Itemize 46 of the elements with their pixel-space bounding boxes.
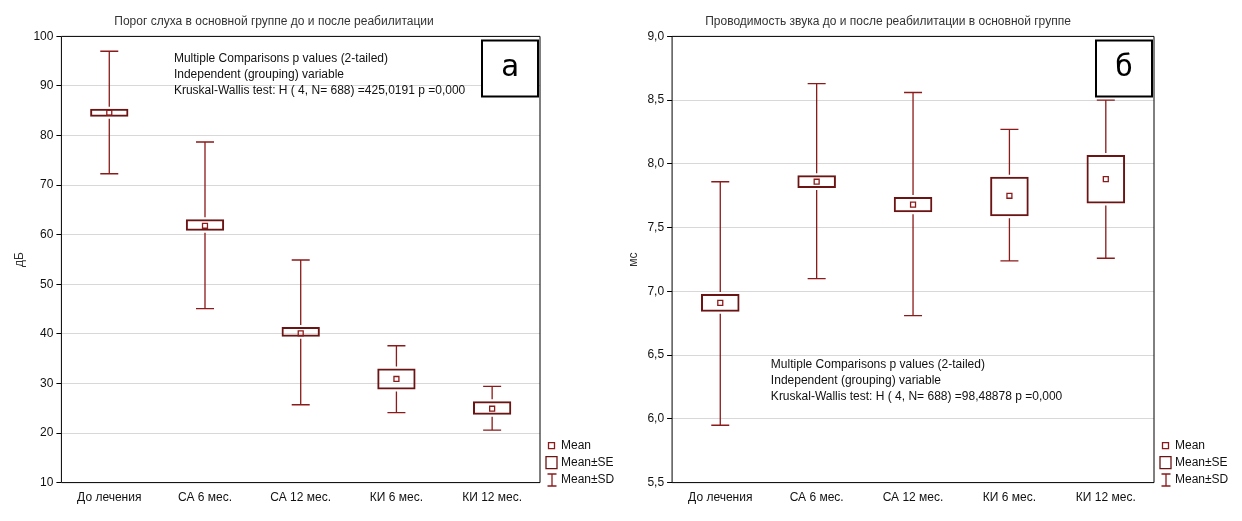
legend-label: Mean: [561, 437, 592, 452]
text: Mean±SD: [561, 471, 615, 486]
annotation: Multiple Comparisons p values (2-tailed): [770, 356, 985, 371]
y-tick-label: 50: [40, 276, 54, 291]
y-tick-label: 10: [40, 474, 54, 489]
x-tick-label: КИ 6 мес.: [369, 490, 424, 505]
y-tick-label: 90: [40, 78, 54, 93]
x-tick-label: СА 6 мес.: [177, 490, 232, 505]
legend-label: Mean±SE: [561, 454, 614, 469]
x-tick-label: До лечения: [688, 490, 753, 505]
y-tick-label: 60: [40, 227, 54, 242]
y-tick-label: 7,0: [647, 283, 665, 298]
x-tick-label: СА 12 мес.: [270, 490, 332, 505]
y-tick-label: 7,5: [647, 219, 665, 234]
text: Mean±SD: [1175, 471, 1229, 486]
annotation: Multiple Comparisons p values (2-tailed): [173, 50, 388, 65]
annotation: Kruskal-Wallis test: H ( 4, N= 688) =425,0191 p =0,000: [173, 82, 466, 97]
x-tick-label: СА 12 мес.: [882, 490, 944, 505]
y-tick-label: 8,5: [647, 92, 665, 107]
y-tick-label: 20: [40, 425, 54, 440]
annotation: Kruskal-Wallis test: H ( 4, N= 688) =98,48878 p =0,000: [770, 388, 1063, 403]
y-tick-label: 6,5: [647, 347, 665, 362]
x-tick-label: КИ 12 мес.: [462, 490, 523, 505]
y-tick-label: 6,0: [647, 411, 665, 426]
y-tick-label: 30: [40, 375, 54, 390]
y-tick-label: 70: [40, 177, 54, 192]
annotation: а: [500, 48, 520, 84]
y-tick-label: 9,0: [647, 28, 665, 43]
y-tick-label: 100: [33, 28, 54, 43]
y-axis-title: мс: [625, 252, 640, 267]
legend-label: Mean: [1175, 437, 1206, 452]
annotation: Independent (grouping) variable: [173, 66, 345, 81]
x-tick-label: КИ 12 мес.: [1075, 490, 1136, 505]
y-tick-label: 80: [40, 127, 54, 142]
legend-label: Mean±SE: [1175, 454, 1228, 469]
annotation: б: [1114, 48, 1134, 84]
y-tick-label: 5,5: [647, 474, 665, 489]
annotation: Independent (grouping) variable: [770, 372, 942, 387]
y-axis-title: дБ: [11, 251, 26, 267]
chart-title: Проводимость звука до и после реабилитации в основной группе: [705, 13, 1072, 28]
y-tick-label: 40: [40, 326, 54, 341]
x-tick-label: До лечения: [77, 490, 142, 505]
y-tick-label: 8,0: [647, 156, 665, 171]
chart-title: Порог слуха в основной группе до и после реабилитации: [114, 13, 434, 28]
x-tick-label: СА 6 мес.: [789, 490, 844, 505]
x-tick-label: КИ 6 мес.: [982, 490, 1037, 505]
